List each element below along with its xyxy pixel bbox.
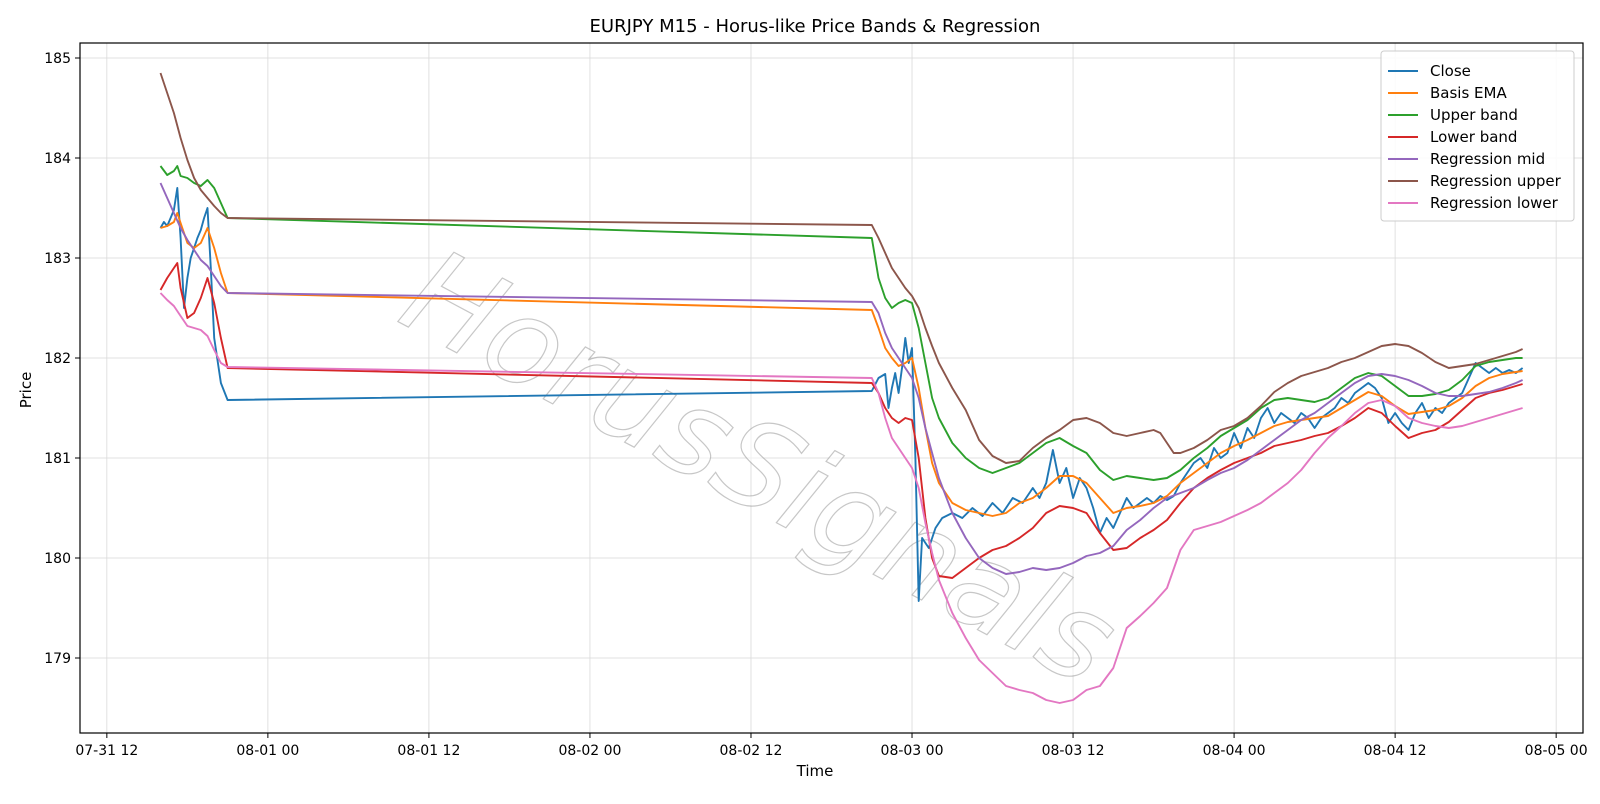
legend-label-upper-band: Upper band xyxy=(1430,106,1518,124)
chart-title: EURJPY M15 - Horus-like Price Bands & Re… xyxy=(590,16,1041,37)
y-axis: 179 180 181 182 183 184 185 xyxy=(44,51,80,667)
x-tick-label: 08-03 00 xyxy=(881,743,944,759)
plot-frame xyxy=(79,42,1584,734)
x-tick-label: 08-02 00 xyxy=(558,743,621,759)
series-line-regression-mid xyxy=(159,182,1523,575)
series-line-regression-upper xyxy=(159,72,1523,464)
x-tick-label: 08-04 12 xyxy=(1364,743,1427,759)
x-tick-label: 08-01 12 xyxy=(397,743,460,759)
x-tick-label: 08-05 00 xyxy=(1525,743,1588,759)
y-tick-label: 185 xyxy=(44,51,71,67)
x-axis-label: Time xyxy=(796,762,834,780)
x-tick-label: 08-01 00 xyxy=(236,743,299,759)
legend-label-close: Close xyxy=(1430,62,1471,80)
y-tick-label: 182 xyxy=(44,351,71,367)
series-lines xyxy=(159,72,1524,704)
legend-label-basis-ema: Basis EMA xyxy=(1430,84,1507,102)
legend-label-lower-band: Lower band xyxy=(1430,128,1517,146)
y-tick-label: 181 xyxy=(44,451,71,467)
y-tick-label: 180 xyxy=(44,551,71,567)
legend-box xyxy=(1380,50,1575,222)
legend-label-regression-lower: Regression lower xyxy=(1430,194,1559,212)
y-tick-label: 179 xyxy=(44,651,71,667)
x-tick-label: 08-02 12 xyxy=(720,743,783,759)
series-line-regression-lower xyxy=(159,292,1523,704)
y-tick-label: 184 xyxy=(44,151,71,167)
legend-label-regression-mid: Regression mid xyxy=(1430,150,1545,168)
legend-label-regression-upper: Regression upper xyxy=(1430,172,1562,190)
y-axis-label: Price xyxy=(17,372,35,409)
series-line-lower-band xyxy=(159,262,1523,579)
x-tick-label: 08-03 12 xyxy=(1042,743,1105,759)
x-axis: 07-31 12 08-01 00 08-01 12 08-02 00 08-02 12… xyxy=(75,733,1588,759)
x-tick-label: 08-04 00 xyxy=(1203,743,1266,759)
legend: Close Basis EMA Upper band Lower band Regres… xyxy=(1380,50,1575,222)
x-tick-label: 07-31 12 xyxy=(75,743,138,759)
y-tick-label: 183 xyxy=(44,251,71,267)
